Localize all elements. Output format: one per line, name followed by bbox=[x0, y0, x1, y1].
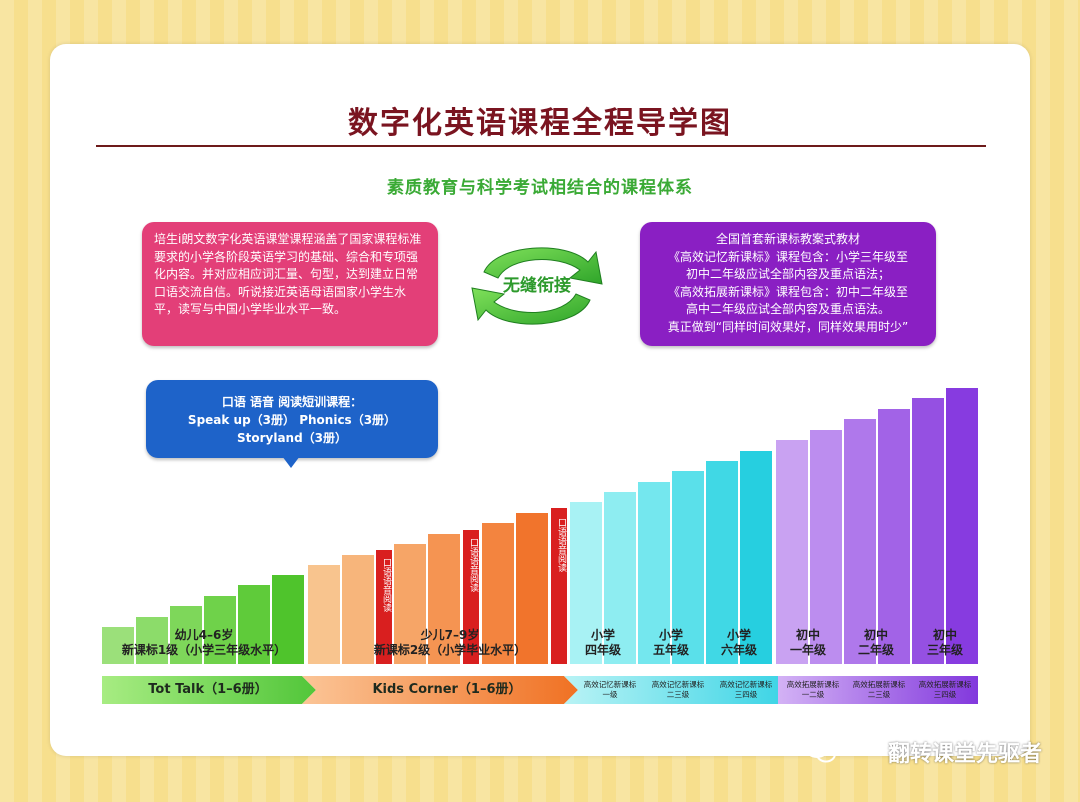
level-label-line: 新课标2级（小学毕业水平） bbox=[373, 643, 527, 657]
level-bar-cyan bbox=[638, 482, 670, 664]
band-small-label: 高效记忆新课标 三四级 bbox=[712, 680, 780, 700]
textbook-line: 《高效拓展新课标》课程包含：初中二年级至 bbox=[667, 284, 908, 299]
band-small-line: 一级 bbox=[602, 690, 618, 699]
textbook-line: 《高效记忆新课标》课程包含：小学三年级至 bbox=[667, 249, 908, 264]
level-bar-orange bbox=[342, 555, 374, 664]
band-small-line: 高效拓展新课标 bbox=[918, 680, 972, 689]
level-label-junior3: 初中 三年级 bbox=[912, 628, 978, 658]
level-label-line: 一年级 bbox=[789, 643, 826, 657]
level-label-grade6: 小学 六年级 bbox=[708, 628, 770, 658]
level-label-kids: 少儿7–9岁 新课标2级（小学毕业水平） bbox=[352, 628, 548, 658]
band-small-line: 高效记忆新课标 bbox=[583, 680, 637, 689]
level-label-line: 三年级 bbox=[926, 643, 963, 657]
level-label-line: 初中 bbox=[932, 628, 957, 642]
page-subtitle: 素质教育与科学考试相结合的课程体系 bbox=[387, 178, 693, 198]
level-label-grade4: 小学 四年级 bbox=[572, 628, 634, 658]
level-bar-green bbox=[102, 627, 134, 664]
band-small-label: 高效拓展新课标 一二级 bbox=[780, 680, 846, 700]
level-label-line: 初中 bbox=[863, 628, 888, 642]
level-bar-green bbox=[272, 575, 304, 664]
level-bar-green bbox=[170, 606, 202, 664]
oral-reading-tag: 口语语音阅读 bbox=[556, 518, 566, 572]
level-bar-purple bbox=[844, 419, 876, 664]
level-label-preschool: 幼儿4–6岁 新课标1级（小学三年级水平） bbox=[102, 628, 306, 658]
level-bar-purple bbox=[946, 388, 978, 664]
short-course-line: 口语 语音 阅读短训课程： bbox=[221, 395, 363, 409]
band-small-line: 三四级 bbox=[933, 690, 957, 699]
level-label-line: 小学 bbox=[590, 628, 615, 642]
level-bar-orange bbox=[394, 544, 426, 664]
oral-reading-tag: 口语语音阅读 bbox=[381, 558, 391, 612]
band-small-line: 高效拓展新课标 bbox=[852, 680, 906, 689]
level-bar-green bbox=[136, 617, 168, 664]
curriculum-description-text: 培生i朗文数字化英语课堂课程涵盖了国家课程标准要求的小学各阶段英语学习的基础、综… bbox=[154, 232, 422, 316]
short-course-line: Storyland（3册） bbox=[236, 431, 348, 445]
band-small-line: 三四级 bbox=[734, 690, 758, 699]
textbook-line: 全国首套新课标教案式教材 bbox=[715, 232, 860, 246]
recycle-arrows-icon bbox=[471, 247, 603, 325]
level-bar-orange bbox=[516, 513, 548, 664]
level-bar-purple bbox=[776, 440, 808, 664]
kids-corner-label: Kids Corner（1–6册） bbox=[372, 682, 522, 697]
band-small-label: 高效记忆新课标 二三级 bbox=[644, 680, 712, 700]
level-label-line: 四年级 bbox=[584, 643, 621, 657]
level-bar-cyan bbox=[740, 451, 772, 664]
band-small-line: 一二级 bbox=[801, 690, 825, 699]
level-bar-cyan bbox=[604, 492, 636, 664]
watermark-text: 翻转课堂先驱者 bbox=[887, 742, 1042, 767]
level-bar-cyan bbox=[706, 461, 738, 664]
wechat-icon bbox=[805, 738, 836, 763]
oral-reading-tag: 口语语音阅读 bbox=[468, 538, 478, 592]
short-course-box: 口语 语音 阅读短训课程： Speak up（3册） Phonics（3册） S… bbox=[146, 380, 438, 458]
level-label-line: 五年级 bbox=[652, 643, 689, 657]
oral-reading-bar bbox=[463, 530, 479, 664]
band-small-line: 高效拓展新课标 bbox=[786, 680, 840, 689]
level-bar-orange bbox=[428, 534, 460, 664]
level-bar-purple bbox=[810, 430, 842, 664]
band-small-label: 高效记忆新课标 一级 bbox=[576, 680, 644, 700]
level-label-line: 小学 bbox=[726, 628, 751, 642]
textbook-line: 真正做到“同样时间效果好，同样效果用时少” bbox=[667, 319, 909, 334]
level-bar-orange bbox=[308, 565, 340, 664]
band-small-label: 高效拓展新课标 二三级 bbox=[846, 680, 912, 700]
oral-reading-bar bbox=[376, 550, 392, 664]
page-title: 数字化英语课程全程导学图 bbox=[348, 106, 732, 141]
seamless-connection-label: 无缝衔接 bbox=[503, 276, 571, 296]
level-bar-purple bbox=[878, 409, 910, 664]
level-label-line: 初中 bbox=[795, 628, 820, 642]
level-bar-green bbox=[204, 596, 236, 664]
level-label-line: 小学 bbox=[658, 628, 683, 642]
oral-reading-bar bbox=[551, 508, 567, 664]
band-small-line: 二三级 bbox=[666, 690, 690, 699]
curriculum-description-box: 培生i朗文数字化英语课堂课程涵盖了国家课程标准要求的小学各阶段英语学习的基础、综… bbox=[142, 222, 438, 346]
level-label-junior1: 初中 一年级 bbox=[776, 628, 840, 658]
level-label-line: 新课标1级（小学三年级水平） bbox=[121, 643, 287, 657]
short-course-line: Speak up（3册） Phonics（3册） bbox=[187, 413, 397, 427]
title-divider bbox=[96, 145, 986, 147]
level-label-line: 六年级 bbox=[720, 643, 757, 657]
band-small-line: 高效记忆新课标 bbox=[719, 680, 773, 689]
band-small-label: 高效拓展新课标 三四级 bbox=[912, 680, 978, 700]
level-label-junior2: 初中 二年级 bbox=[844, 628, 908, 658]
textbook-line: 高中二年级应试全部内容及重点语法。 bbox=[685, 302, 890, 316]
band-small-line: 二三级 bbox=[867, 690, 891, 699]
level-bar-purple bbox=[912, 398, 944, 664]
band-small-line: 高效记忆新课标 bbox=[651, 680, 705, 689]
textbook-description-box: 全国首套新课标教案式教材 《高效记忆新课标》课程包含：小学三年级至 初中二年级应… bbox=[640, 222, 936, 346]
callout-pointer bbox=[282, 456, 300, 468]
level-bar-cyan bbox=[672, 471, 704, 664]
textbook-line: 初中二年级应试全部内容及重点语法； bbox=[685, 267, 890, 281]
level-label-line: 少儿7–9岁 bbox=[420, 628, 480, 642]
level-bar-green bbox=[238, 585, 270, 664]
tot-talk-label: Tot Talk（1–6册） bbox=[148, 682, 268, 697]
level-bar-orange bbox=[482, 523, 514, 664]
course-band bbox=[102, 676, 978, 704]
level-label-line: 二年级 bbox=[857, 643, 894, 657]
level-label-grade5: 小学 五年级 bbox=[640, 628, 702, 658]
level-bar-cyan bbox=[570, 502, 602, 664]
level-label-line: 幼儿4–6岁 bbox=[174, 628, 234, 642]
